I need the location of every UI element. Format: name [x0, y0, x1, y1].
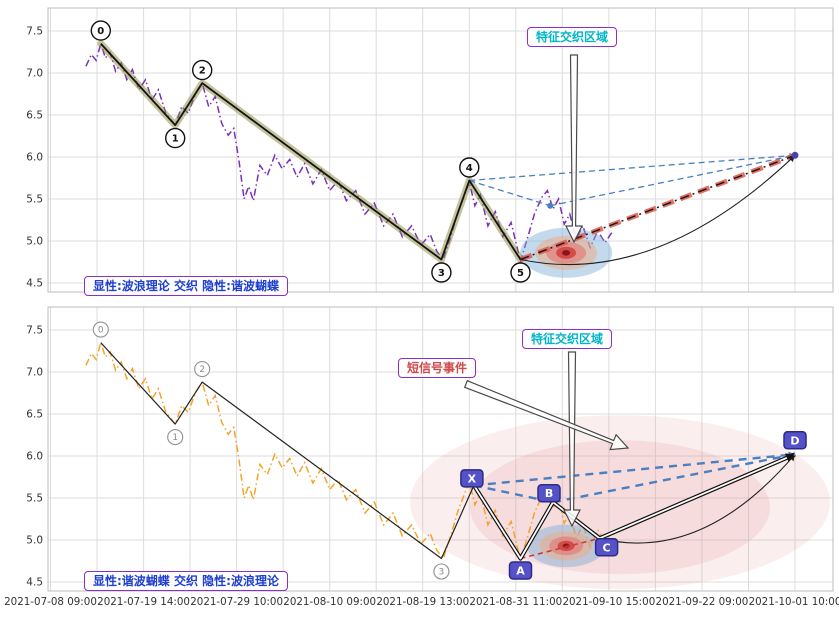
x-tick-label: 2021-08-19 13:00	[376, 596, 469, 608]
hotspot-ring	[562, 250, 571, 256]
harmonic-point-box	[460, 469, 484, 488]
zigzag-line	[100, 342, 475, 560]
wave-line	[100, 42, 522, 261]
zigzag-point-marker	[92, 321, 109, 338]
wave-highlight	[97, 40, 524, 263]
wave-point-marker	[510, 262, 531, 283]
y-tick-label: 7.5	[26, 26, 43, 38]
harmonic-point-box	[537, 483, 561, 503]
zigzag-point-label: 2	[199, 365, 205, 375]
guide-dash-line	[469, 179, 551, 207]
harmonic-point-label: D	[790, 434, 799, 447]
top-region-label: 特征交织区域	[527, 27, 618, 47]
y-tick-label: 5.0	[26, 535, 43, 547]
top-legend-label: 显性:波浪理论 交织 隐性:谐波蝴蝶	[84, 276, 288, 296]
wave-point-marker	[90, 20, 112, 41]
zigzag-point-marker	[433, 563, 450, 580]
x-tick-label: 2021-08-10 09:00	[283, 596, 376, 608]
x-tick-label: 2021-07-29 10:00	[190, 596, 283, 608]
zigzag-point-label: 3	[438, 567, 444, 577]
y-tick-label: 5.5	[26, 493, 43, 505]
guide-dash-line	[550, 154, 796, 207]
y-tick-label: 6.5	[26, 409, 43, 421]
wave-point-label: 4	[466, 163, 473, 174]
wave-point-label: 5	[517, 268, 524, 279]
y-tick-label: 7.5	[26, 325, 43, 337]
y-tick-label: 7.0	[26, 68, 43, 80]
x-tick-label: 2021-08-31 11:00	[469, 596, 562, 608]
y-tick-label: 5.5	[26, 194, 43, 206]
arrowhead	[785, 453, 795, 463]
guide-dash-line	[469, 154, 796, 182]
pointer-arrow	[565, 54, 583, 244]
arc-line	[599, 453, 796, 544]
mid-dot	[547, 202, 554, 209]
wave-point-label: 3	[438, 268, 445, 279]
price-line-bottom	[85, 339, 613, 564]
end-dot	[791, 151, 799, 159]
guide-dash-line	[473, 453, 796, 487]
y-tick-label: 4.5	[26, 577, 43, 589]
wave-point-label: 0	[97, 26, 104, 37]
pointer-arrow	[463, 379, 630, 451]
x-tick-label: 2021-07-08 09:00	[4, 596, 97, 608]
wave-point-marker	[431, 262, 452, 283]
zigzag-point-label: 0	[98, 326, 104, 336]
projection-red-dash	[519, 152, 796, 262]
x-tick-label: 2021-09-10 15:00	[562, 596, 655, 608]
x-tick-label: 2021-10-01 10:00	[749, 596, 839, 608]
price-line-top	[85, 40, 613, 265]
signal-red-dash-line	[520, 537, 600, 560]
y-tick-label: 5.0	[26, 236, 43, 248]
y-tick-label: 7.0	[26, 367, 43, 379]
y-tick-label: 6.0	[26, 152, 43, 164]
wave-point-marker	[164, 127, 186, 149]
wave-point-marker	[459, 157, 480, 178]
harmonic-point-label: X	[468, 472, 477, 485]
y-tick-label: 6.0	[26, 451, 43, 463]
wave-point-marker	[191, 59, 213, 81]
harmonic-point-box	[783, 431, 807, 450]
plot-border	[47, 306, 834, 592]
y-tick-label: 6.5	[26, 110, 43, 122]
harmonic-point-label: C	[603, 541, 611, 554]
bottom-legend-label: 显性:谐波蝴蝶 交织 隐性:波浪理论	[84, 571, 288, 591]
zigzag-point-marker	[167, 429, 184, 446]
harmonic-point-box	[508, 561, 533, 580]
harmonic-point-box	[594, 538, 619, 557]
plot-border	[47, 7, 834, 293]
harmonic-point-label: B	[545, 487, 553, 500]
x-tick-label: 2021-07-19 14:00	[97, 596, 190, 608]
pointer-arrow	[563, 351, 581, 528]
x-tick-label: 2021-09-22 09:00	[656, 596, 749, 608]
y-tick-label: 4.5	[26, 278, 43, 290]
projection-dashdot-overlay	[520, 154, 796, 261]
harmonic-point-label: A	[516, 564, 525, 577]
signal-region-ellipse	[410, 415, 830, 590]
bottom-region-label: 特征交织区域	[522, 329, 613, 349]
arc-line	[520, 154, 796, 266]
zigzag-point-marker	[194, 361, 211, 378]
wave-point-label: 1	[172, 134, 179, 145]
wave-point-label: 2	[199, 66, 206, 77]
zigzag-point-label: 1	[172, 433, 178, 443]
bottom-signal-label: 短信号事件	[398, 358, 477, 378]
